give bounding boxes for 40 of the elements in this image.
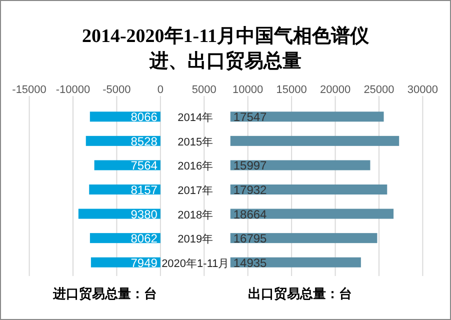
category-label: 2019年 bbox=[178, 234, 214, 246]
category-label: 2020年1-11月 bbox=[162, 258, 230, 270]
bar bbox=[230, 208, 394, 219]
bar bbox=[230, 112, 384, 122]
data-label: 8066 bbox=[130, 110, 158, 124]
category-label: 2018年 bbox=[178, 209, 214, 222]
category-label: 2017年 bbox=[178, 185, 214, 197]
x-tick-label: 30000 bbox=[407, 84, 438, 96]
data-label: 17547 bbox=[233, 110, 268, 124]
data-label: 16795 bbox=[233, 232, 268, 246]
x-tick-label: 25000 bbox=[364, 84, 394, 96]
x-tick-label: 20000 bbox=[320, 84, 351, 96]
x-tick-label: -10000 bbox=[56, 84, 90, 96]
category-label: 2014年 bbox=[178, 112, 214, 124]
bar bbox=[230, 136, 400, 146]
data-label: 8157 bbox=[130, 183, 158, 197]
text: 出口贸易总量：台 bbox=[248, 286, 352, 301]
x-tick-label: -5000 bbox=[102, 84, 131, 96]
data-label: 7949 bbox=[130, 256, 158, 270]
bar bbox=[230, 160, 370, 170]
x-tick-label: 0 bbox=[157, 84, 164, 96]
x-tick-label: -15000 bbox=[12, 84, 46, 96]
x-tick-label: 15000 bbox=[276, 84, 307, 96]
data-label: 18664 bbox=[233, 207, 268, 222]
data-label: 15997 bbox=[233, 158, 268, 173]
text: 进口贸易总量：台 bbox=[52, 286, 157, 301]
bar bbox=[230, 233, 378, 244]
x-tick-label: 5000 bbox=[192, 84, 216, 96]
chart-title: 2014-2020年1-11月中国气相色谱仪 bbox=[82, 25, 370, 47]
data-label: 14935 bbox=[233, 256, 268, 270]
category-label: 2015年 bbox=[178, 136, 214, 148]
chart-subtitle: 进、出口贸易总量 bbox=[148, 50, 302, 72]
data-label: 17932 bbox=[233, 183, 268, 197]
category-label: 2016年 bbox=[178, 160, 214, 173]
x-tick-label: 10000 bbox=[232, 84, 264, 96]
data-label: 7564 bbox=[130, 158, 158, 173]
data-label: 8062 bbox=[130, 232, 158, 246]
data-label: 9380 bbox=[130, 207, 158, 222]
bar bbox=[230, 184, 388, 194]
data-label: 8528 bbox=[130, 134, 158, 148]
